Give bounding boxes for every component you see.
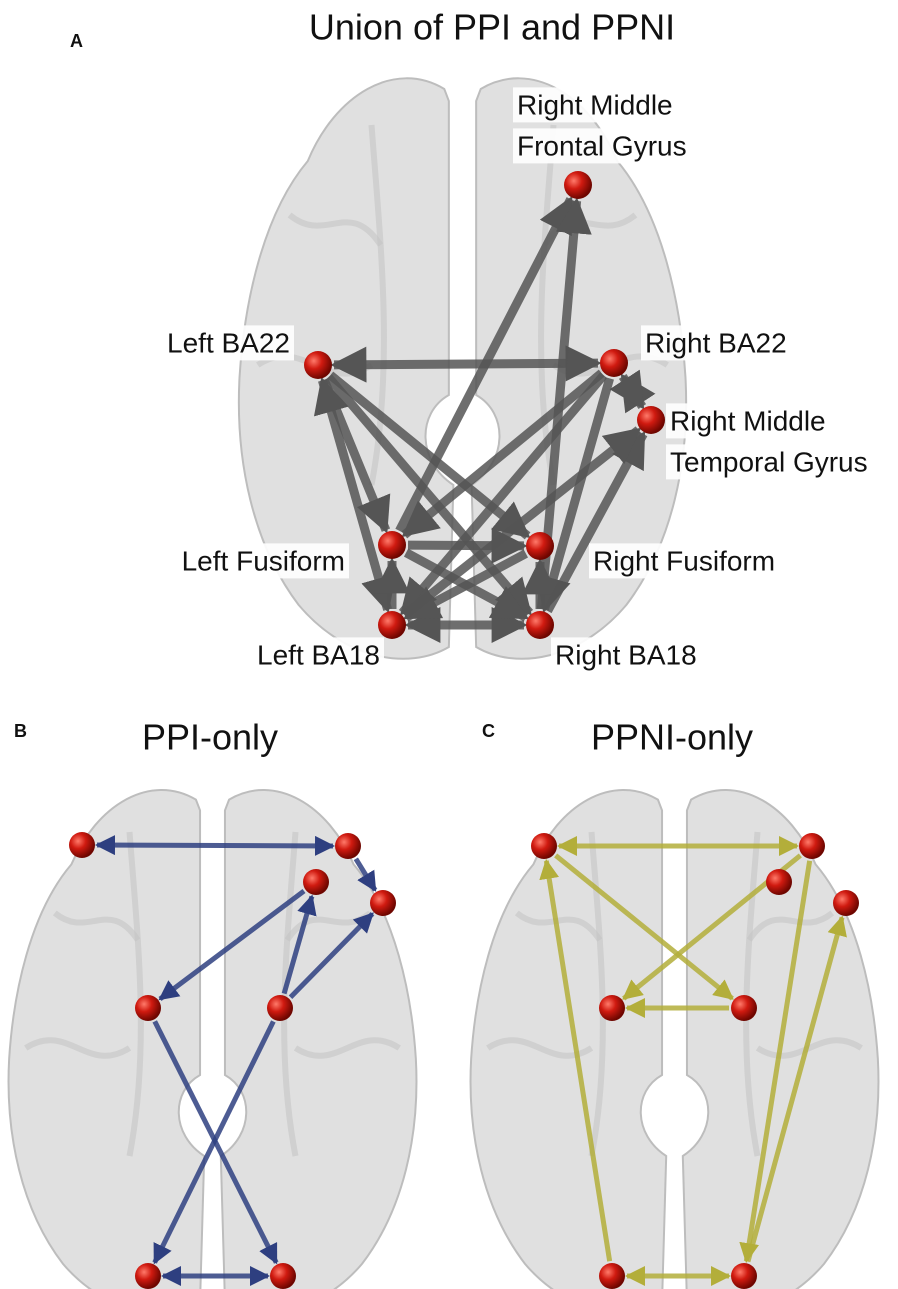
- region-node: [135, 995, 161, 1021]
- region-node: [370, 890, 396, 916]
- region-node: [303, 869, 329, 895]
- panel-label: B: [14, 721, 27, 741]
- region-node: [599, 1263, 625, 1289]
- panel-title: PPI-only: [142, 717, 278, 758]
- region-node: [267, 995, 293, 1021]
- region-node: [564, 171, 592, 199]
- region-node: [637, 406, 665, 434]
- region-node: [766, 869, 792, 895]
- region-node: [69, 832, 95, 858]
- region-node: [833, 890, 859, 916]
- node-label: Left Fusiform: [182, 545, 345, 576]
- region-node: [600, 349, 628, 377]
- node-label: Frontal Gyrus: [517, 130, 687, 161]
- region-node: [526, 532, 554, 560]
- region-node: [799, 833, 825, 859]
- region-node: [335, 833, 361, 859]
- node-label: Right Middle: [670, 405, 826, 436]
- region-node: [731, 995, 757, 1021]
- region-node: [270, 1263, 296, 1289]
- region-node: [135, 1263, 161, 1289]
- region-node: [378, 611, 406, 639]
- region-node: [531, 833, 557, 859]
- node-label: Right Fusiform: [593, 545, 775, 576]
- node-label: Temporal Gyrus: [670, 446, 868, 477]
- diagram-layer: Right Middle Frontal Gyrus Left BA22 Right …: [9, 78, 879, 1289]
- brain: [471, 790, 879, 1289]
- node-label: Right BA18: [555, 639, 697, 670]
- panel-label: C: [482, 721, 495, 741]
- panel-title: Union of PPI and PPNI: [309, 7, 675, 48]
- region-node: [599, 995, 625, 1021]
- connection-arrow: [97, 845, 333, 846]
- region-node: [526, 611, 554, 639]
- node-label: Left BA18: [257, 639, 380, 670]
- region-node: [304, 351, 332, 379]
- region-node: [378, 531, 406, 559]
- figure: A Union of PPI and PPNI B PPI-only C PPN…: [0, 0, 898, 1289]
- panel-label: A: [70, 31, 83, 51]
- brain: [9, 790, 417, 1289]
- connection-arrow: [408, 545, 524, 546]
- region-node: [731, 1263, 757, 1289]
- node-label: Left BA22: [167, 327, 290, 358]
- panel-title: PPNI-only: [591, 717, 753, 758]
- node-label: Right Middle: [517, 89, 673, 120]
- node-label: Right BA22: [645, 327, 787, 358]
